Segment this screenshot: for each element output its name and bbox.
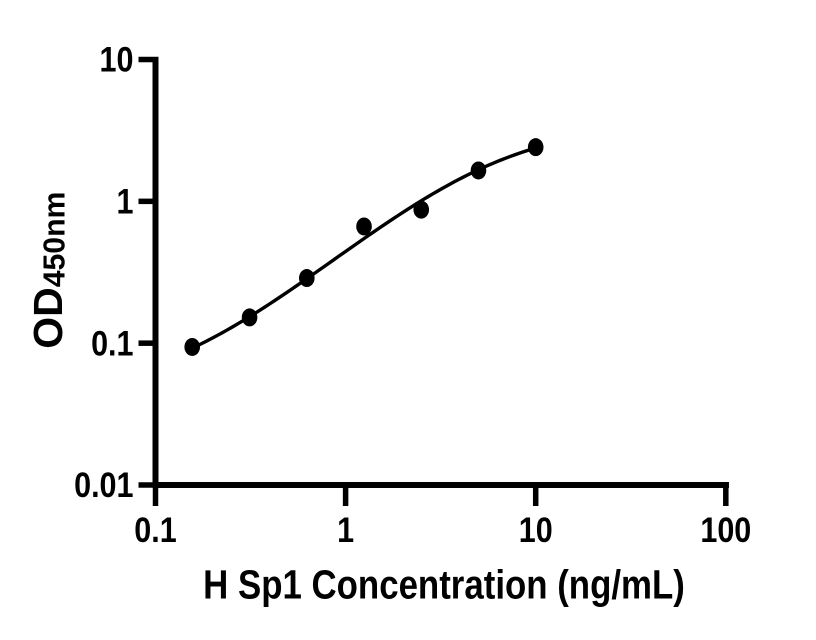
x-tick-label-0.1: 0.1: [134, 511, 176, 551]
y-axis-title: OD450nm: [25, 192, 72, 349]
data-point: [241, 308, 258, 327]
x-tick-label-10: 10: [519, 511, 553, 551]
data-point: [527, 138, 544, 157]
x-tick-10: [532, 488, 539, 506]
data-point: [413, 200, 430, 219]
axes-layer: [138, 56, 729, 506]
x-tick-0.1: [152, 488, 159, 506]
x-tick-1: [342, 488, 349, 506]
x-axis-title: H Sp1 Concentration (ng/mL): [203, 563, 685, 608]
y-tick-label-10: 10: [100, 41, 134, 81]
y-tick-label-0.1: 0.1: [91, 324, 133, 364]
x-tick-100: [723, 488, 729, 506]
y-tick-label-0.01: 0.01: [74, 466, 133, 506]
x-axis-line: [152, 482, 729, 488]
y-tick-1: [138, 198, 153, 205]
y-axis-title-subscript: 450nm: [39, 192, 72, 288]
data-points-layer: [184, 138, 544, 356]
y-axis-title-main: OD: [25, 287, 71, 349]
data-point: [299, 269, 315, 288]
y-tick-label-1: 1: [117, 182, 134, 222]
data-point: [356, 217, 372, 236]
labels-layer: 0.01 0.1 1 10 0.1 1 10 100 H Sp1 Concent…: [25, 41, 751, 609]
y-tick-0.01: [138, 482, 153, 488]
data-point: [184, 337, 201, 356]
y-tick-0.1: [138, 340, 153, 346]
x-tick-label-100: 100: [700, 511, 751, 551]
y-axis-line: [152, 56, 159, 488]
x-tick-label-1: 1: [337, 511, 354, 551]
data-point: [470, 161, 487, 180]
y-tick-10: [138, 56, 153, 63]
